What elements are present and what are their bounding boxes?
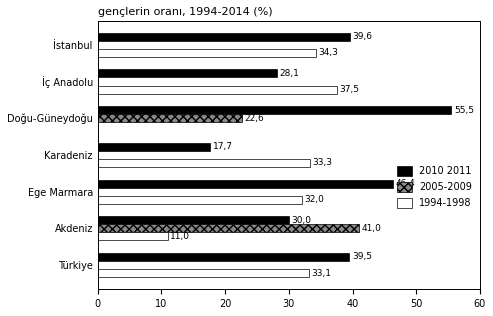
Text: 41,0: 41,0 [361,224,381,233]
Bar [98,114,242,122]
Text: 32,0: 32,0 [304,195,324,204]
Bar [98,33,350,41]
Text: 30,0: 30,0 [291,216,312,225]
Text: gençlerin oranı, 1994-2014 (%): gençlerin oranı, 1994-2014 (%) [98,7,272,17]
Bar [98,49,316,57]
Bar [98,216,289,224]
Text: 34,3: 34,3 [319,48,339,58]
Bar [98,70,277,77]
Text: 46,4: 46,4 [396,179,416,188]
Bar [98,224,359,232]
Bar [98,179,393,188]
Bar [98,232,168,240]
Text: 33,3: 33,3 [313,159,332,167]
Bar [98,143,211,151]
Bar [98,106,451,114]
Text: 55,5: 55,5 [454,106,474,115]
Bar [98,86,337,94]
Bar [98,269,309,277]
Text: 37,5: 37,5 [339,85,359,94]
Text: 17,7: 17,7 [213,142,233,151]
Text: 28,1: 28,1 [279,69,299,78]
Bar [98,253,350,261]
Bar [98,196,302,204]
Text: 33,1: 33,1 [311,269,331,277]
Legend: 2010 2011, 2005-2009, 1994-1998: 2010 2011, 2005-2009, 1994-1998 [394,163,475,211]
Text: 39,6: 39,6 [352,32,373,41]
Text: 11,0: 11,0 [170,232,190,241]
Bar [98,159,310,167]
Text: 39,5: 39,5 [352,252,372,261]
Text: 22,6: 22,6 [244,114,264,123]
